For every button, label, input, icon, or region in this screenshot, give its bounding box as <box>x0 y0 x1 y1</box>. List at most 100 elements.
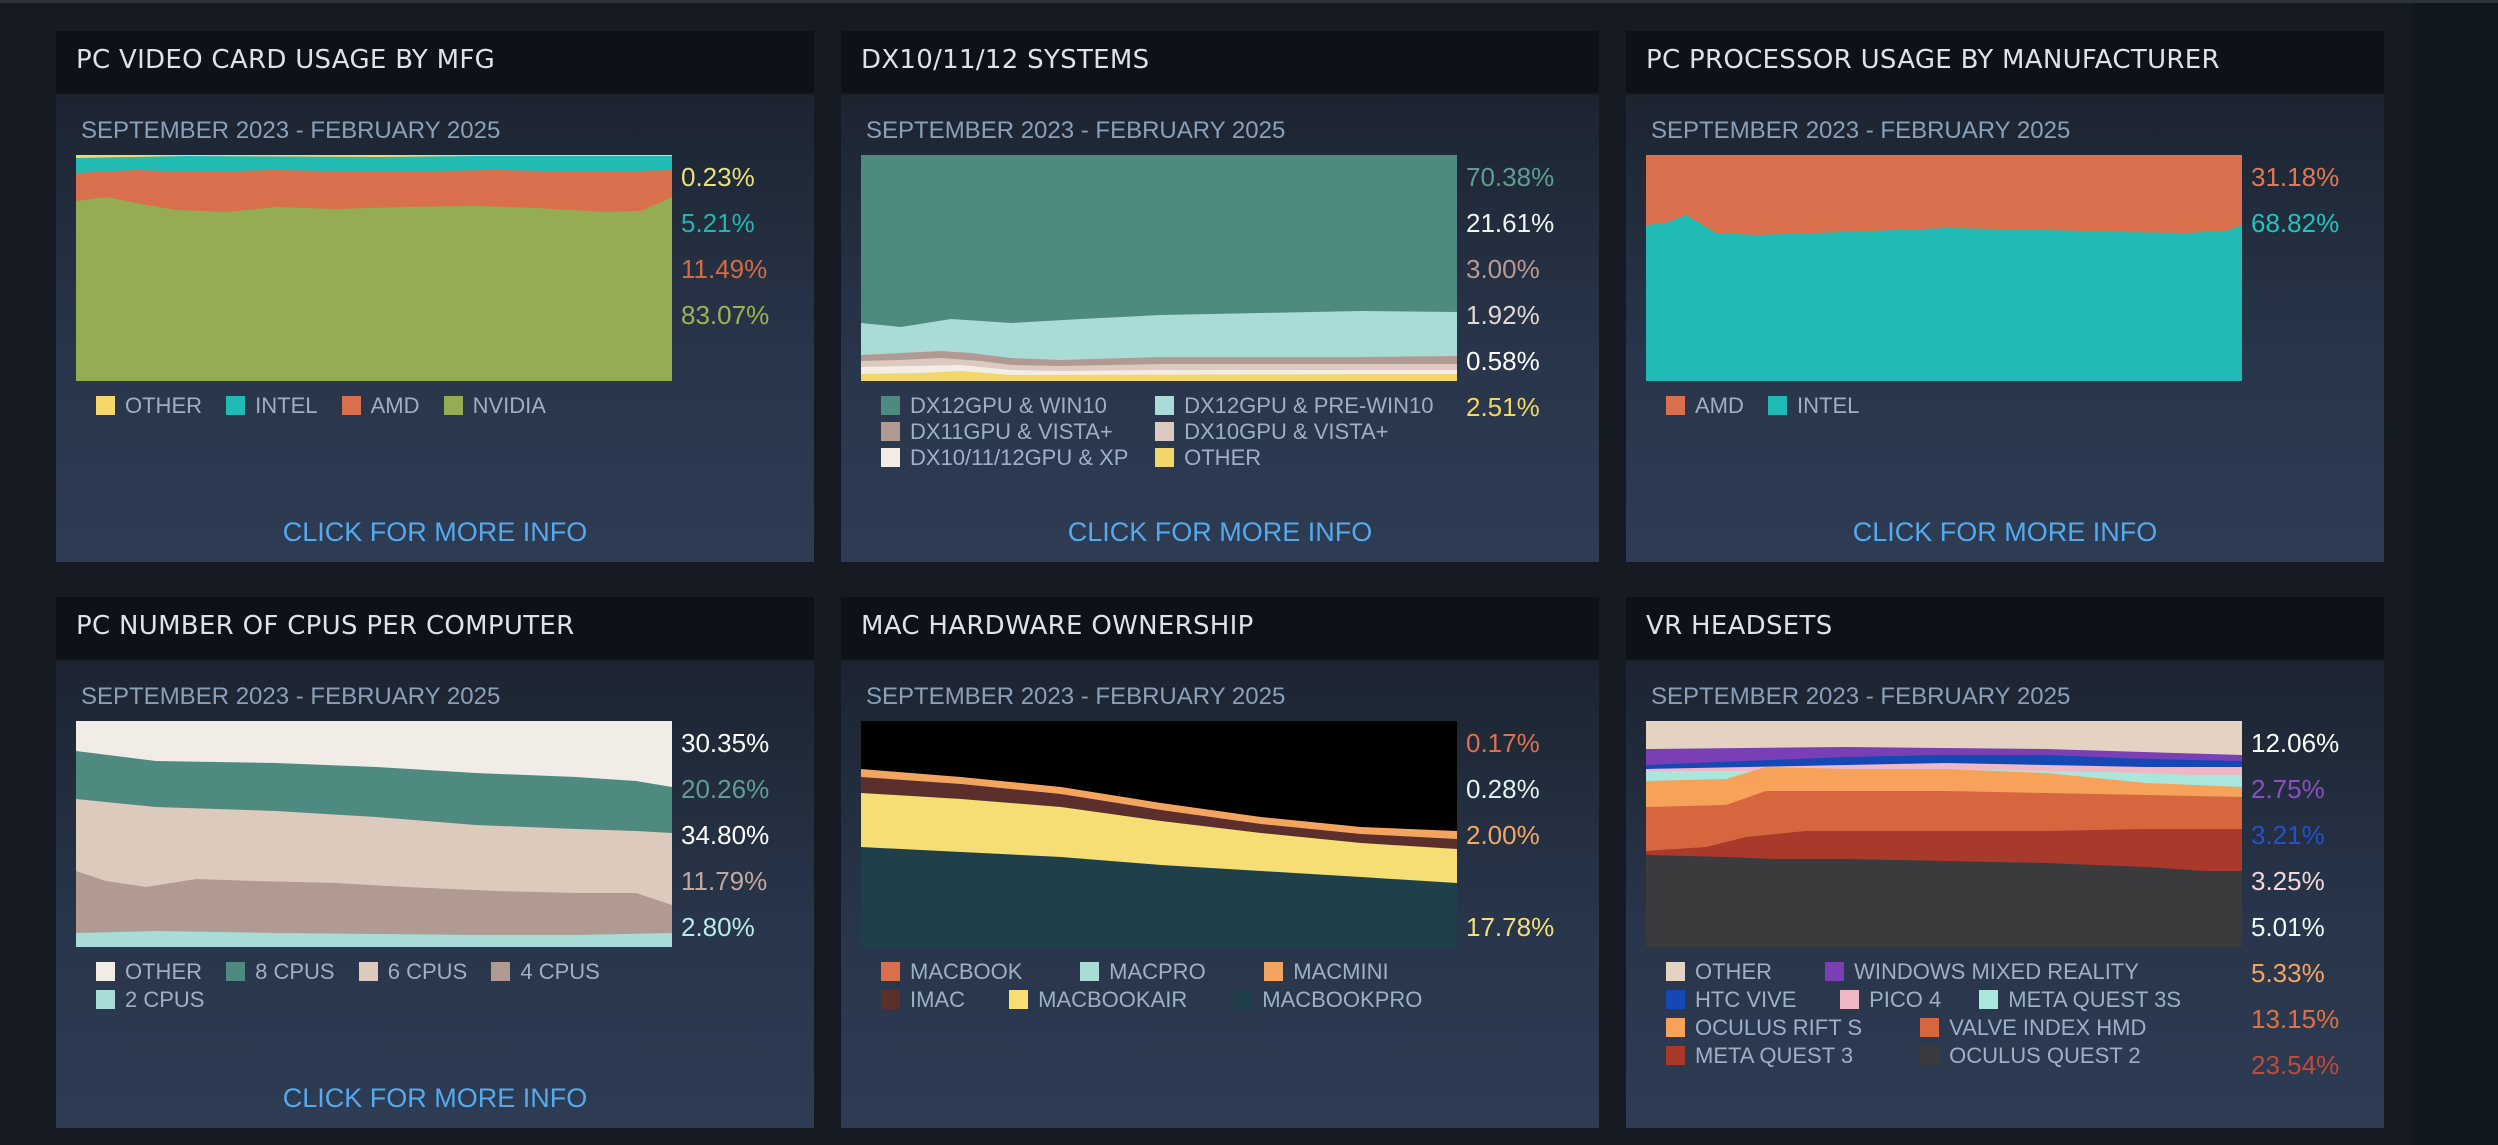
legend-label: OTHER <box>125 959 202 984</box>
legend-item: INTEL <box>1768 393 1859 419</box>
percent-value: 31.18% <box>2251 162 2340 192</box>
legend-label: HTC VIVE <box>1695 987 1797 1012</box>
legend-swatch <box>881 396 900 415</box>
legend-swatch <box>1666 962 1685 981</box>
percent-value: 5.21% <box>681 208 755 238</box>
legend-label: AMD <box>370 393 420 418</box>
area-chart[interactable] <box>76 721 672 947</box>
panel-cpus-per-computer: PC NUMBER OF CPUS PER COMPUTER SEPTEMBER… <box>56 597 814 1128</box>
legend-swatch <box>1155 396 1175 415</box>
legend-label: DX12GPU & PRE-WIN10 <box>1184 393 1434 418</box>
panel-title: PC VIDEO CARD USAGE BY MFG <box>56 31 814 93</box>
legend-swatch <box>1840 990 1860 1009</box>
legend-swatch <box>341 396 361 415</box>
date-range: SEPTEMBER 2023 - FEBRUARY 2025 <box>866 117 1286 144</box>
area-chart[interactable] <box>1646 721 2242 947</box>
panel-title: PC NUMBER OF CPUS PER COMPUTER <box>56 597 814 659</box>
chart-legend: MACBOOK MACPRO MACMINI IMAC MACBOOKAIR M… <box>881 959 1441 1015</box>
percent-value: 70.38% <box>1466 162 1555 192</box>
legend-item: OTHER <box>1666 959 1801 985</box>
legend-label: 4 CPUS <box>520 959 600 984</box>
legend-item: INTEL <box>226 393 317 419</box>
percent-value: 11.79% <box>681 866 768 896</box>
chart-legend: AMD INTEL <box>1666 393 2226 421</box>
chart-legend: OTHER 8 CPUS 6 CPUS 4 CPUS 2 CPUS <box>96 959 656 1015</box>
percent-list: 12.06% 2.75% 3.21% 3.25% 5.01% 5.33% 13.… <box>2251 727 2381 1095</box>
legend-item: DX10GPU & VISTA+ <box>1155 419 1389 445</box>
legend-swatch <box>226 962 246 981</box>
percent-value: 0.28% <box>1466 774 1540 804</box>
more-info-link[interactable]: CLICK FOR MORE INFO <box>1067 517 1373 547</box>
percent-value: 0.23% <box>681 162 755 192</box>
percent-value <box>1466 865 1596 911</box>
more-info-link[interactable]: CLICK FOR MORE INFO <box>1852 517 2158 547</box>
legend-swatch <box>443 396 463 415</box>
legend-swatch <box>1920 1046 1940 1065</box>
legend-label: MACBOOKAIR <box>1038 987 1188 1012</box>
percent-list: 30.35% 20.26% 34.80% 11.79% 2.80% <box>681 727 811 957</box>
chart-legend: OTHER WINDOWS MIXED REALITY HTC VIVE PIC… <box>1666 959 2226 1071</box>
area-chart[interactable] <box>76 155 672 381</box>
legend-label: PICO 4 <box>1869 987 1942 1012</box>
legend-swatch <box>358 962 378 981</box>
more-info-link[interactable]: CLICK FOR MORE INFO <box>282 1083 588 1113</box>
legend-swatch <box>1155 448 1175 467</box>
legend-item: MACMINI <box>1264 959 1389 985</box>
legend-item: NVIDIA <box>443 393 546 419</box>
legend-item: MACBOOK <box>881 959 1056 985</box>
legend-label: OCULUS QUEST 2 <box>1949 1043 2141 1068</box>
percent-value: 68.82% <box>2251 208 2340 238</box>
more-info-link[interactable]: CLICK FOR MORE INFO <box>282 517 588 547</box>
legend-item: DX10/11/12GPU & XP <box>881 445 1131 471</box>
percent-list: 0.17% 0.28% 2.00% 17.78% <box>1466 727 1596 1003</box>
right-gutter <box>2412 3 2498 1145</box>
percent-value: 2.75% <box>2251 774 2325 804</box>
legend-label: 6 CPUS <box>387 959 468 984</box>
percent-value: 3.25% <box>2251 866 2325 896</box>
panel-mac-hardware: MAC HARDWARE OWNERSHIP SEPTEMBER 2023 - … <box>841 597 1599 1128</box>
legend-swatch <box>881 422 900 441</box>
percent-value: 5.01% <box>2251 912 2325 942</box>
percent-value: 13.15% <box>2251 1004 2340 1034</box>
area-chart[interactable] <box>1646 155 2242 381</box>
percent-value: 83.07% <box>681 300 770 330</box>
legend-swatch <box>1825 962 1845 981</box>
percent-list: 0.23% 5.21% 11.49% 83.07% <box>681 161 811 345</box>
legend-swatch <box>96 396 115 415</box>
percent-value: 5.33% <box>2251 958 2325 988</box>
legend-item: OCULUS QUEST 2 <box>1920 1043 2141 1069</box>
legend-item: MACPRO <box>1080 959 1240 985</box>
date-range: SEPTEMBER 2023 - FEBRUARY 2025 <box>81 683 501 710</box>
area-chart[interactable] <box>861 155 1457 381</box>
percent-value: 30.35% <box>681 728 770 758</box>
percent-value: 2.80% <box>681 912 755 942</box>
panel-dx-systems: DX10/11/12 SYSTEMS SEPTEMBER 2023 - FEBR… <box>841 31 1599 562</box>
percent-value: 3.21% <box>2251 820 2325 850</box>
panel-video-card: PC VIDEO CARD USAGE BY MFG SEPTEMBER 202… <box>56 31 814 562</box>
panel-title: PC PROCESSOR USAGE BY MANUFACTURER <box>1626 31 2384 93</box>
legend-row: META QUEST 3 OCULUS QUEST 2 <box>1666 1043 2226 1071</box>
area-chart[interactable] <box>861 721 1457 947</box>
date-range: SEPTEMBER 2023 - FEBRUARY 2025 <box>866 683 1286 710</box>
percent-value: 21.61% <box>1466 208 1555 238</box>
percent-list: 31.18% 68.82% <box>2251 161 2381 253</box>
panel-title: DX10/11/12 SYSTEMS <box>841 31 1599 93</box>
legend-row: DX11GPU & VISTA+ DX10GPU & VISTA+ <box>881 419 1441 445</box>
legend-label: MACPRO <box>1109 959 1206 984</box>
legend-label: OTHER <box>125 393 202 418</box>
legend-swatch <box>1080 962 1100 981</box>
legend-label: DX10GPU & VISTA+ <box>1184 419 1389 444</box>
legend-item: WINDOWS MIXED REALITY <box>1825 959 2139 985</box>
percent-value <box>1466 957 1596 1003</box>
legend-item: META QUEST 3S <box>1979 987 2181 1013</box>
percent-value: 23.54% <box>2251 1050 2340 1080</box>
percent-value: 11.49% <box>681 254 768 284</box>
legend-item: VALVE INDEX HMD <box>1920 1015 2146 1041</box>
legend-swatch <box>1666 990 1685 1009</box>
legend-swatch <box>96 990 115 1009</box>
legend-swatch <box>881 962 900 981</box>
percent-value: 12.06% <box>2251 728 2340 758</box>
legend-item: 6 CPUS <box>358 959 468 985</box>
legend-label: WINDOWS MIXED REALITY <box>1854 959 2139 984</box>
chart-legend: DX12GPU & WIN10 DX12GPU & PRE-WIN10 DX11… <box>881 393 1441 471</box>
